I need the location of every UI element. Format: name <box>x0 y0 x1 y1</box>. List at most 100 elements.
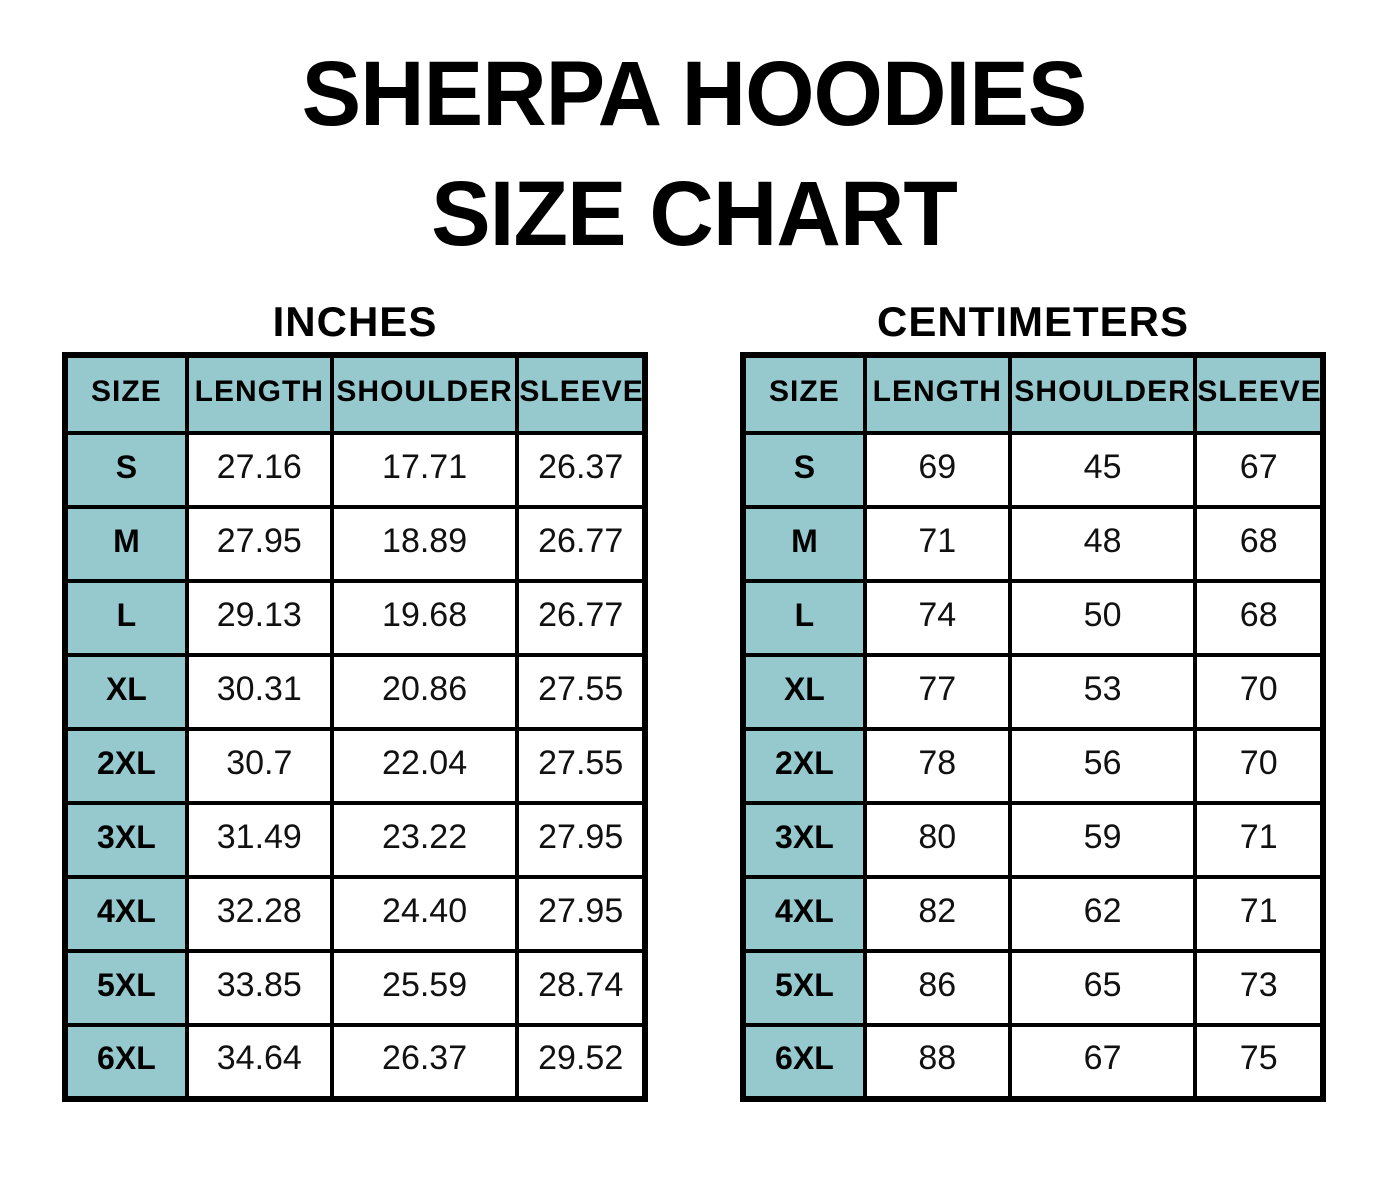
column-header-size: SIZE <box>63 353 189 435</box>
sleeve-value: 70 <box>1193 727 1325 805</box>
length-value: 27.16 <box>184 431 334 509</box>
size-label: 5XL <box>741 949 867 1027</box>
sleeve-value: 71 <box>1193 801 1325 879</box>
sleeve-value: 28.74 <box>515 949 647 1027</box>
sleeve-value: 27.55 <box>515 727 647 805</box>
table-row: 4XL 32.28 24.40 27.95 <box>63 875 647 953</box>
size-label: L <box>63 579 189 657</box>
column-header-length: LENGTH <box>862 353 1012 435</box>
size-label: 4XL <box>741 875 867 953</box>
sleeve-value: 26.77 <box>515 505 647 583</box>
header-row: SIZE LENGTH SHOULDER SLEEVE <box>63 353 647 435</box>
length-value: 29.13 <box>184 579 334 657</box>
column-header-shoulder: SHOULDER <box>1007 353 1198 435</box>
length-value: 77 <box>862 653 1012 731</box>
table-row: 2XL 30.7 22.04 27.55 <box>63 727 647 805</box>
shoulder-value: 50 <box>1007 579 1198 657</box>
sleeve-value: 67 <box>1193 431 1325 509</box>
shoulder-value: 19.68 <box>329 579 520 657</box>
table-row: 5XL 33.85 25.59 28.74 <box>63 949 647 1027</box>
sleeve-value: 70 <box>1193 653 1325 731</box>
table-row: XL 30.31 20.86 27.55 <box>63 653 647 731</box>
inches-table: SIZE LENGTH SHOULDER SLEEVE S 27.16 17.7… <box>62 352 648 1102</box>
table-row: L 74 50 68 <box>741 579 1325 657</box>
sleeve-value: 26.37 <box>515 431 647 509</box>
length-value: 74 <box>862 579 1012 657</box>
length-value: 32.28 <box>184 875 334 953</box>
shoulder-value: 59 <box>1007 801 1198 879</box>
inches-label: INCHES <box>272 298 438 345</box>
shoulder-value: 45 <box>1007 431 1198 509</box>
shoulder-value: 53 <box>1007 653 1198 731</box>
sleeve-value: 26.77 <box>515 579 647 657</box>
page-title-line1: SHERPA HOODIES <box>301 43 1088 145</box>
sleeve-value: 68 <box>1193 505 1325 583</box>
size-label: M <box>741 505 867 583</box>
size-label: 2XL <box>741 727 867 805</box>
table-row: S 27.16 17.71 26.37 <box>63 431 647 509</box>
table-row: 6XL 88 67 75 <box>741 1023 1325 1101</box>
length-value: 69 <box>862 431 1012 509</box>
length-value: 88 <box>862 1023 1012 1101</box>
size-label: S <box>63 431 189 509</box>
table-row: 3XL 31.49 23.22 27.95 <box>63 801 647 879</box>
length-value: 30.31 <box>184 653 334 731</box>
shoulder-value: 26.37 <box>329 1023 520 1101</box>
length-value: 80 <box>862 801 1012 879</box>
shoulder-value: 65 <box>1007 949 1198 1027</box>
sleeve-value: 75 <box>1193 1023 1325 1101</box>
sleeve-value: 68 <box>1193 579 1325 657</box>
centimeters-label: CENTIMETERS <box>876 298 1189 345</box>
size-label: L <box>741 579 867 657</box>
column-header-shoulder: SHOULDER <box>329 353 520 435</box>
shoulder-value: 18.89 <box>329 505 520 583</box>
sleeve-value: 27.95 <box>515 801 647 879</box>
table-row: L 29.13 19.68 26.77 <box>63 579 647 657</box>
page-title-line2: SIZE CHART <box>431 163 958 265</box>
page-title: SHERPA HOODIES SIZE CHART <box>21 34 1367 274</box>
length-value: 86 <box>862 949 1012 1027</box>
size-label: 5XL <box>63 949 189 1027</box>
length-value: 30.7 <box>184 727 334 805</box>
column-header-sleeve: SLEEVE <box>1193 353 1325 435</box>
size-label: XL <box>63 653 189 731</box>
table-row: 5XL 86 65 73 <box>741 949 1325 1027</box>
column-header-sleeve: SLEEVE <box>515 353 647 435</box>
size-label: 3XL <box>63 801 189 879</box>
column-header-size: SIZE <box>741 353 867 435</box>
table-row: M 27.95 18.89 26.77 <box>63 505 647 583</box>
length-value: 31.49 <box>184 801 334 879</box>
shoulder-value: 67 <box>1007 1023 1198 1101</box>
length-value: 82 <box>862 875 1012 953</box>
size-label: M <box>63 505 189 583</box>
shoulder-value: 20.86 <box>329 653 520 731</box>
sleeve-value: 73 <box>1193 949 1325 1027</box>
shoulder-value: 17.71 <box>329 431 520 509</box>
size-label: 6XL <box>741 1023 867 1101</box>
table-row: 3XL 80 59 71 <box>741 801 1325 879</box>
size-label: 6XL <box>63 1023 189 1101</box>
size-label: 4XL <box>63 875 189 953</box>
sleeve-value: 27.55 <box>515 653 647 731</box>
size-label: 2XL <box>63 727 189 805</box>
centimeters-table: SIZE LENGTH SHOULDER SLEEVE S 69 45 67 M… <box>740 352 1326 1102</box>
size-label: 3XL <box>741 801 867 879</box>
length-value: 71 <box>862 505 1012 583</box>
length-value: 27.95 <box>184 505 334 583</box>
shoulder-value: 48 <box>1007 505 1198 583</box>
sleeve-value: 29.52 <box>515 1023 647 1101</box>
table-row: XL 77 53 70 <box>741 653 1325 731</box>
table-row: 2XL 78 56 70 <box>741 727 1325 805</box>
shoulder-value: 56 <box>1007 727 1198 805</box>
table-row: 6XL 34.64 26.37 29.52 <box>63 1023 647 1101</box>
shoulder-value: 24.40 <box>329 875 520 953</box>
table-row: 4XL 82 62 71 <box>741 875 1325 953</box>
table-row: M 71 48 68 <box>741 505 1325 583</box>
length-value: 78 <box>862 727 1012 805</box>
column-header-length: LENGTH <box>184 353 334 435</box>
sleeve-value: 71 <box>1193 875 1325 953</box>
size-label: XL <box>741 653 867 731</box>
table-row: S 69 45 67 <box>741 431 1325 509</box>
length-value: 34.64 <box>184 1023 334 1101</box>
